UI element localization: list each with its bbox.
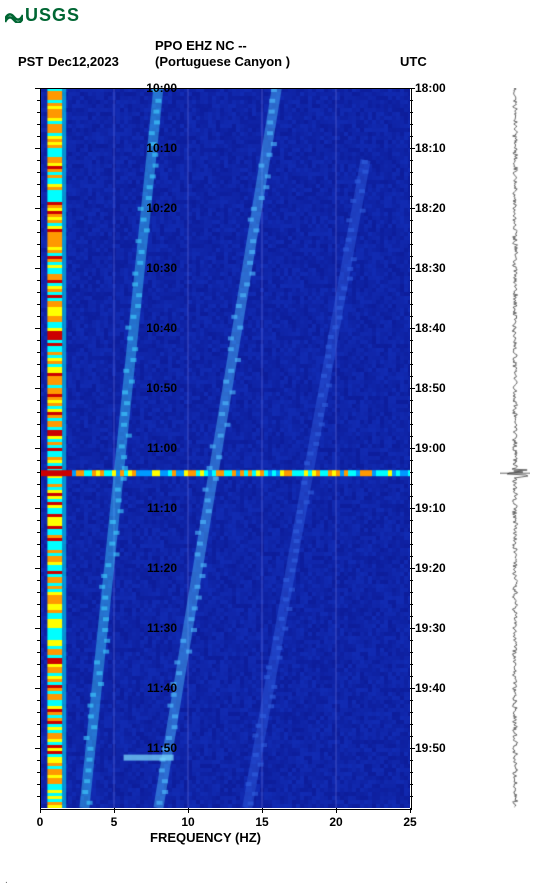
- y-right-tick-label: 18:50: [415, 381, 446, 395]
- y-left-tick-label: 10:00: [146, 81, 177, 95]
- logo-text: USGS: [25, 5, 80, 26]
- y-right-tick-label: 18:40: [415, 321, 446, 335]
- spectrogram-plot: [40, 88, 410, 808]
- station-code: PPO EHZ NC --: [155, 38, 247, 53]
- x-tick-label: 0: [37, 815, 44, 829]
- y-left-tick-label: 11:00: [147, 441, 177, 455]
- seismogram-canvas: [500, 88, 530, 808]
- station-name-label: (Portuguese Canyon ): [155, 54, 290, 69]
- x-axis-title: FREQUENCY (HZ): [150, 830, 261, 845]
- x-tick-label: 25: [403, 815, 416, 829]
- date-label: Dec12,2023: [48, 54, 119, 69]
- y-right-tick-label: 18:30: [415, 261, 446, 275]
- y-right-tick-label: 18:20: [415, 201, 446, 215]
- y-right-tick-label: 19:20: [415, 561, 446, 575]
- x-tick-label: 15: [255, 815, 268, 829]
- footer-mark: .: [5, 875, 8, 886]
- y-left-tick-label: 10:10: [146, 141, 177, 155]
- wave-icon: [5, 9, 23, 23]
- y-left-tick-label: 10:20: [146, 201, 177, 215]
- tz-left-label: PST: [18, 54, 43, 69]
- y-right-tick-label: 19:30: [415, 621, 446, 635]
- y-right-tick-label: 18:10: [415, 141, 446, 155]
- y-left-tick-label: 11:10: [147, 501, 177, 515]
- x-tick-label: 5: [111, 815, 118, 829]
- y-right-tick-label: 19:40: [415, 681, 446, 695]
- y-left-tick-label: 11:40: [147, 681, 177, 695]
- y-left-tick-label: 10:30: [146, 261, 177, 275]
- x-tick-label: 20: [329, 815, 342, 829]
- seismogram-strip: [500, 88, 530, 808]
- tz-right-label: UTC: [400, 54, 427, 69]
- y-right-tick-label: 19:00: [415, 441, 446, 455]
- y-left-tick-label: 11:20: [147, 561, 177, 575]
- spectrogram-canvas: [40, 88, 410, 808]
- y-right-tick-label: 18:00: [415, 81, 446, 95]
- y-right-tick-label: 19:50: [415, 741, 446, 755]
- x-tick-label: 10: [181, 815, 194, 829]
- y-right-tick-label: 19:10: [415, 501, 446, 515]
- usgs-logo: USGS: [5, 5, 80, 26]
- y-left-tick-label: 11:50: [147, 741, 177, 755]
- y-left-tick-label: 10:40: [146, 321, 177, 335]
- y-left-tick-label: 11:30: [147, 621, 177, 635]
- y-left-tick-label: 10:50: [146, 381, 177, 395]
